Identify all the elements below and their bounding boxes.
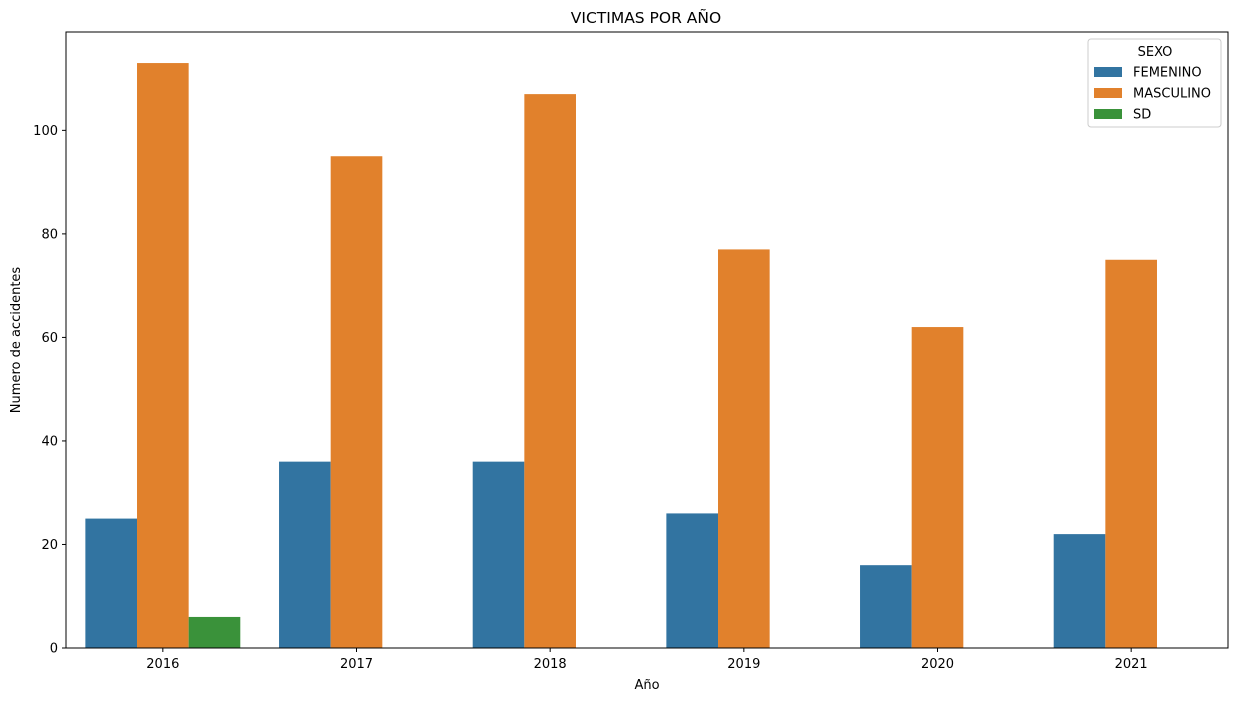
bar-masculino-2020 xyxy=(911,327,964,648)
bar-femenino-2019 xyxy=(666,513,719,648)
bar-femenino-2021 xyxy=(1053,534,1106,648)
x-axis-ticks: 2016 2017 2018 2019 2020 2021 xyxy=(146,648,1148,672)
bar-femenino-2020 xyxy=(860,565,912,648)
legend-label-masculino: MASCULINO xyxy=(1133,87,1211,102)
y-tick-label: 100 xyxy=(33,124,58,139)
legend-label-femenino: FEMENINO xyxy=(1133,66,1202,81)
bar-masculino-2018 xyxy=(524,94,576,648)
x-tick-label: 2017 xyxy=(340,657,373,672)
y-tick-label: 0 xyxy=(50,642,58,657)
legend-swatch-femenino xyxy=(1094,67,1122,77)
legend-frame xyxy=(1087,38,1222,128)
legend-swatch-masculino xyxy=(1094,88,1122,98)
y-tick-label: 80 xyxy=(41,227,58,242)
x-tick-label: 2021 xyxy=(1115,657,1148,672)
legend-swatch-sd xyxy=(1094,109,1122,119)
bar-masculino-2021 xyxy=(1105,259,1157,648)
legend-title: SEXO xyxy=(1138,45,1173,60)
x-tick-label: 2016 xyxy=(146,657,179,672)
bars-group xyxy=(85,63,1157,649)
chart-title: VICTIMAS POR AÑO xyxy=(571,8,721,27)
x-axis-label: Año xyxy=(634,678,659,693)
y-tick-label: 60 xyxy=(41,331,58,346)
plot-frame xyxy=(65,31,1229,649)
legend: SEXO FEMENINO MASCULINO SD xyxy=(1087,38,1222,128)
bar-sd-2016 xyxy=(188,616,241,648)
legend-label-sd: SD xyxy=(1133,108,1151,123)
y-tick-label: 40 xyxy=(41,434,58,449)
y-axis-label: Numero de accidentes xyxy=(9,267,24,414)
bar-masculino-2016 xyxy=(137,63,189,648)
x-tick-label: 2019 xyxy=(727,657,760,672)
y-tick-label: 20 xyxy=(41,538,58,553)
bar-femenino-2016 xyxy=(85,518,138,648)
bar-masculino-2019 xyxy=(718,249,770,649)
x-tick-label: 2020 xyxy=(921,657,954,672)
bar-femenino-2017 xyxy=(279,461,331,648)
bar-femenino-2018 xyxy=(472,461,525,648)
y-axis-ticks: 0 20 40 60 80 100 xyxy=(33,124,66,657)
x-tick-label: 2018 xyxy=(534,657,567,672)
bar-masculino-2017 xyxy=(330,156,383,648)
